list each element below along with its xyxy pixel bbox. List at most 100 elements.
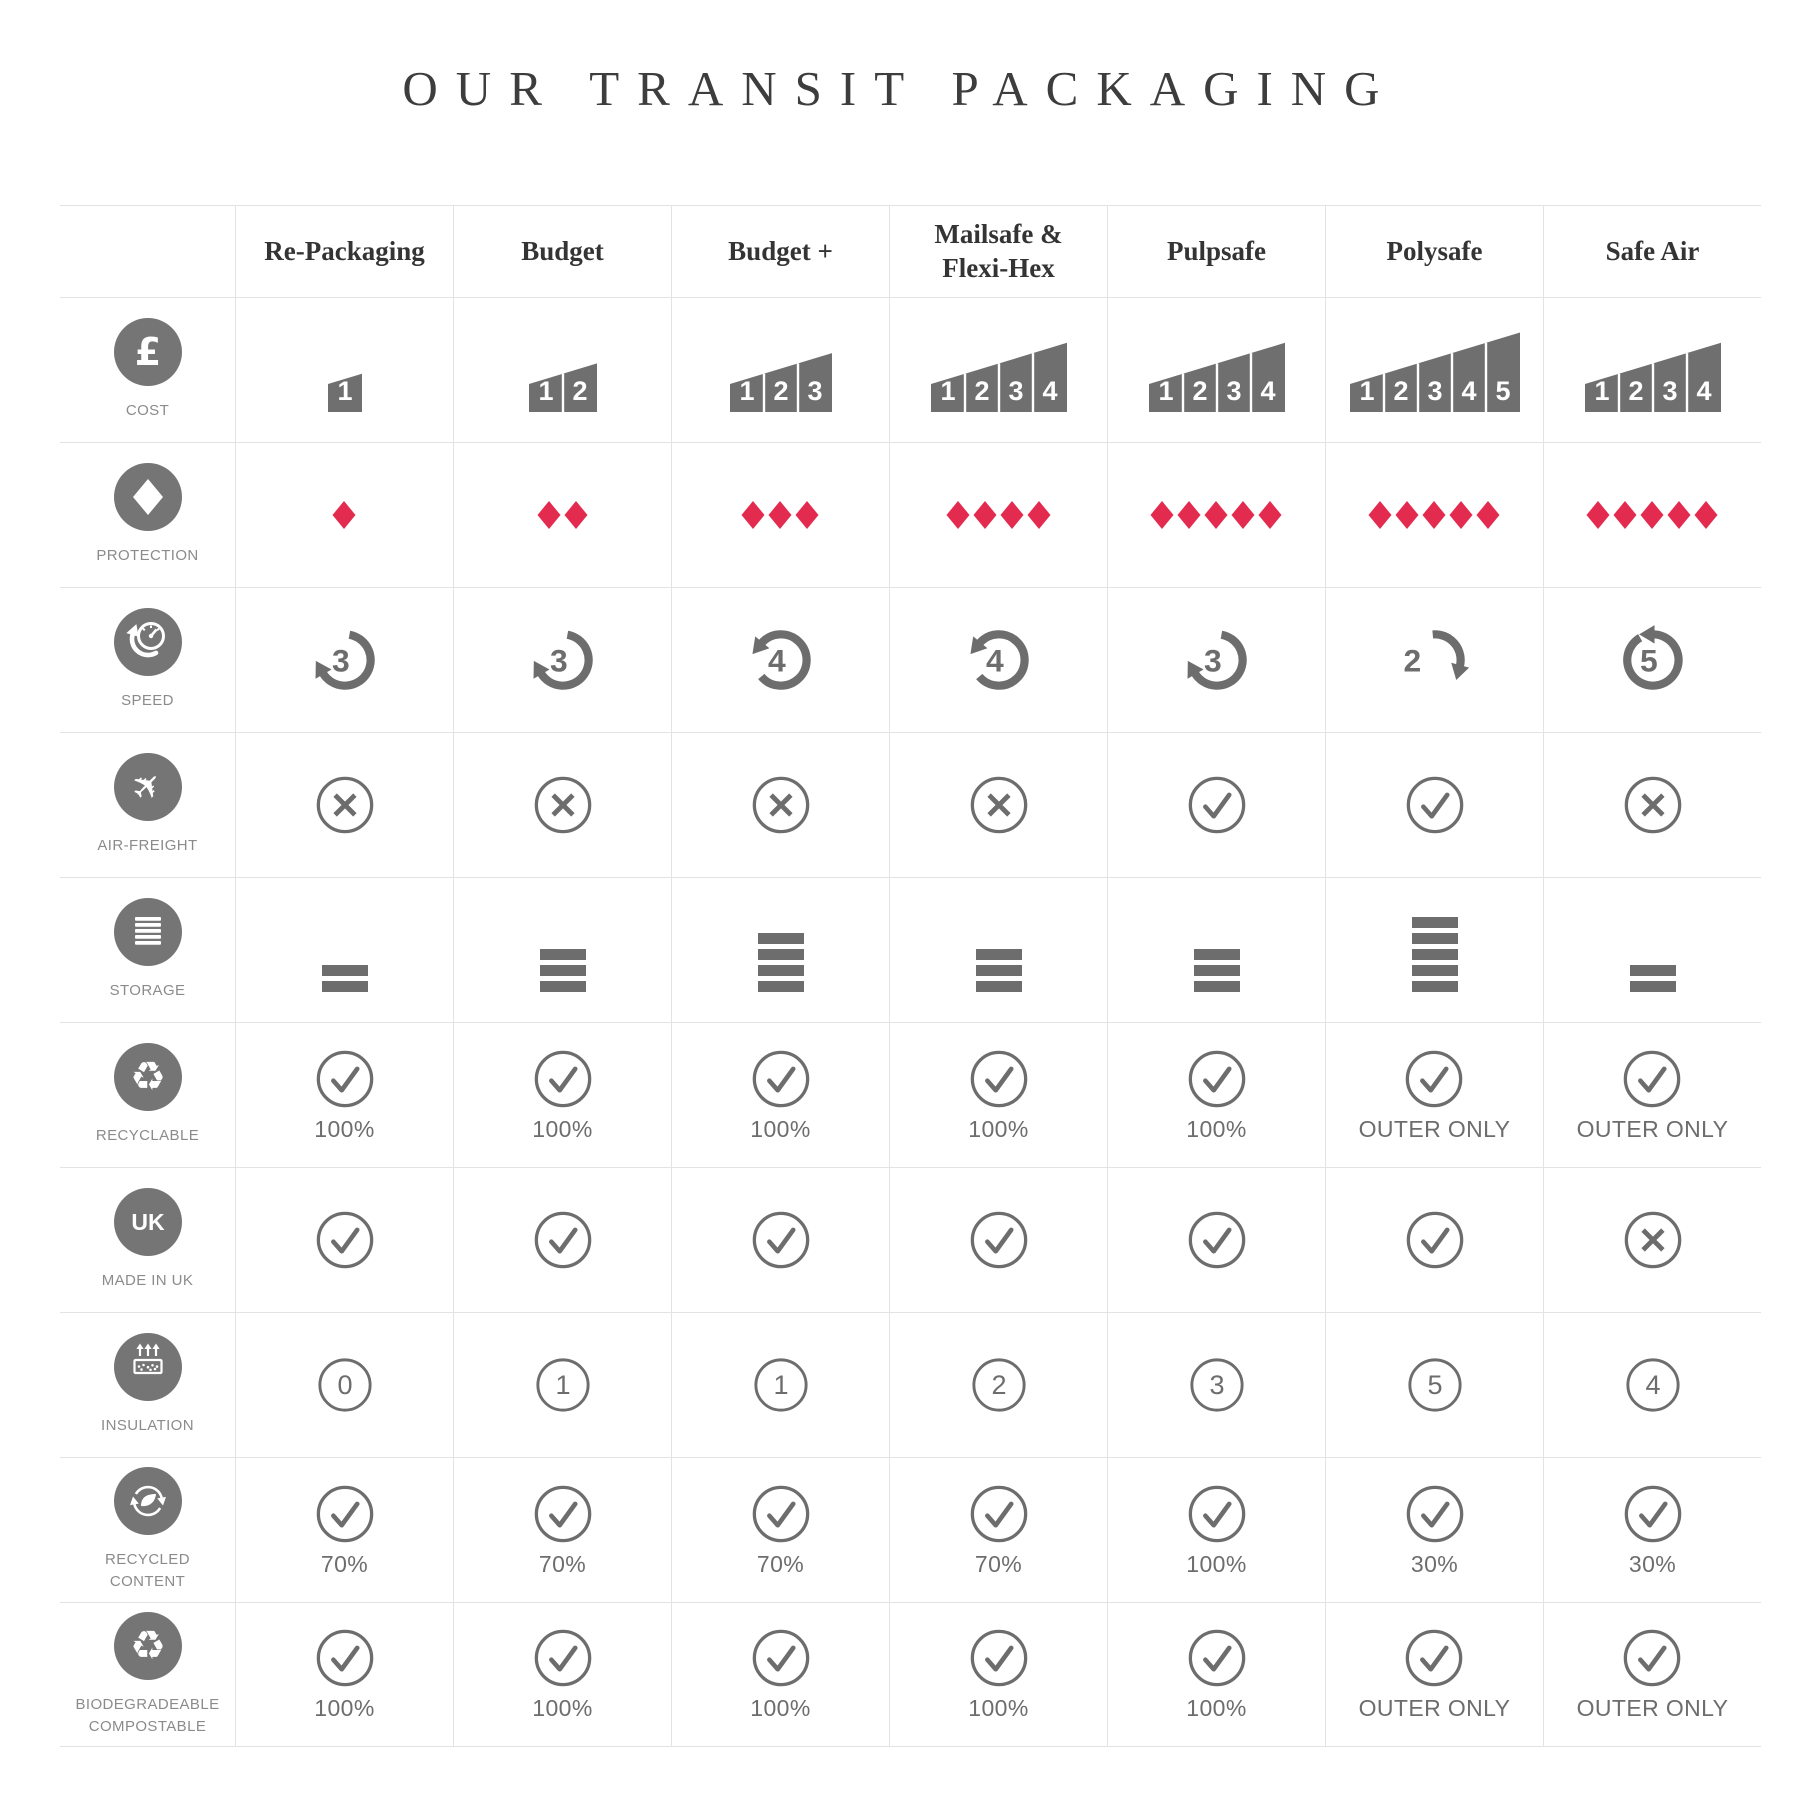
column-header-label: Budget	[521, 235, 604, 266]
protection-diamonds	[946, 501, 1050, 529]
svg-text:3: 3	[1662, 376, 1677, 406]
storage-bars	[1193, 908, 1240, 992]
row-label-text: STORAGE	[109, 982, 186, 1000]
column-header-label: Safe Air	[1605, 235, 1700, 266]
cell-air-freight-budget	[453, 732, 671, 877]
insulation-icon	[113, 1333, 182, 1406]
check-icon	[1406, 1050, 1463, 1107]
storage-bar	[757, 949, 804, 960]
storage-bar	[321, 965, 368, 976]
storage-bar	[539, 949, 586, 960]
storage-bar	[539, 981, 586, 992]
check-icon	[1406, 1211, 1463, 1269]
cell-value-label: 100%	[968, 1695, 1029, 1721]
svg-text:2: 2	[1403, 642, 1421, 678]
cross-icon	[752, 776, 809, 834]
check-icon	[1188, 1050, 1245, 1107]
svg-text:2: 2	[773, 376, 788, 406]
cell-value-label: OUTER ONLY	[1576, 1115, 1729, 1142]
svg-text:3: 3	[332, 642, 350, 678]
check-with-label: 100%	[1186, 1483, 1248, 1578]
check-with-label: 100%	[1186, 1627, 1248, 1722]
svg-text:1: 1	[739, 376, 754, 406]
storage-bar	[1193, 949, 1240, 960]
cell-protection-budget	[671, 442, 889, 587]
storage-bar	[1411, 949, 1458, 960]
cell-biodegradeable-compostable-polysafe: OUTER ONLY	[1325, 1602, 1543, 1747]
row-label-text: PROTECTION	[96, 547, 199, 565]
row-label-text: RECYCLABLE	[95, 1127, 200, 1145]
cell-protection-polysafe	[1325, 442, 1543, 587]
cell-insulation-re-packaging: 0	[235, 1312, 453, 1457]
svg-text:1: 1	[940, 376, 955, 406]
row-label-made-in-uk: UK MADE IN UK	[60, 1167, 235, 1312]
cell-recycled-content-safe-air: 30%	[1543, 1457, 1761, 1602]
storage-bars	[539, 908, 586, 992]
check-icon	[752, 1485, 809, 1542]
cross-icon	[1624, 1211, 1681, 1269]
check-icon	[316, 1629, 373, 1687]
cell-insulation-mailsafe-flexi-hex: 2	[889, 1312, 1107, 1457]
svg-text:4: 4	[1260, 376, 1275, 406]
number-badge: 1	[753, 1358, 808, 1412]
row-label-text: BIODEGRADEABLE COMPOSTABLE	[75, 1695, 220, 1735]
svg-text:5: 5	[1640, 642, 1658, 678]
check-with-label: 100%	[968, 1627, 1030, 1722]
row-label-text: SPEED	[121, 692, 174, 710]
cell-storage-budget	[453, 877, 671, 1022]
cell-recycled-content-budget: 70%	[671, 1457, 889, 1602]
cell-speed-re-packaging: 3	[235, 587, 453, 732]
storage-bar	[757, 981, 804, 992]
check-icon	[970, 1050, 1027, 1107]
check-with-label: OUTER ONLY	[1577, 1627, 1729, 1722]
check-icon	[1406, 1485, 1463, 1542]
check-icon	[1624, 1629, 1681, 1687]
svg-text:1: 1	[1359, 376, 1374, 406]
svg-text:2: 2	[1192, 376, 1207, 406]
check-icon	[1406, 776, 1463, 834]
cell-made-in-uk-budget	[453, 1167, 671, 1312]
row-label-text: RECYCLED CONTENT	[105, 1551, 190, 1590]
check-icon	[970, 1485, 1027, 1542]
check-icon	[970, 1629, 1027, 1687]
storage-bar	[1193, 965, 1240, 976]
cell-value-label: 100%	[968, 1115, 1029, 1142]
cell-value-label: OUTER ONLY	[1576, 1695, 1729, 1721]
cell-protection-re-packaging	[235, 442, 453, 587]
check-icon	[534, 1050, 591, 1107]
cost-scale: 1	[327, 373, 362, 412]
cell-protection-safe-air	[1543, 442, 1761, 587]
storage-bars	[321, 908, 368, 992]
check-icon	[1406, 1629, 1463, 1687]
cell-value-label: 70%	[538, 1550, 587, 1577]
cell-value-label: 100%	[314, 1695, 375, 1721]
storage-bar	[975, 981, 1022, 992]
speed-arrow-icon: 4	[969, 630, 1029, 690]
check-icon	[534, 1629, 591, 1687]
cell-recyclable-mailsafe-flexi-hex: 100%	[889, 1022, 1107, 1167]
check-icon	[1188, 1629, 1245, 1687]
svg-text:1: 1	[337, 376, 352, 406]
column-header-budget: Budget +	[671, 205, 889, 297]
recycle-icon: ♻	[113, 1611, 182, 1685]
check-with-label: 100%	[1186, 1048, 1248, 1143]
cell-insulation-budget: 1	[671, 1312, 889, 1457]
cell-speed-budget: 3	[453, 587, 671, 732]
cell-value-label: 30%	[1628, 1550, 1677, 1577]
column-header-label: Budget +	[728, 235, 833, 266]
cell-biodegradeable-compostable-budget: 100%	[671, 1602, 889, 1747]
check-icon	[1188, 1211, 1245, 1269]
cell-recycled-content-re-packaging: 70%	[235, 1457, 453, 1602]
cell-speed-safe-air: 5	[1543, 587, 1761, 732]
svg-text:0: 0	[337, 1370, 352, 1400]
svg-text:3: 3	[1427, 376, 1442, 406]
stack-icon	[113, 898, 182, 971]
check-icon	[1624, 1050, 1681, 1107]
row-label-text: MADE IN UK	[101, 1272, 194, 1290]
storage-bars	[1411, 908, 1458, 992]
